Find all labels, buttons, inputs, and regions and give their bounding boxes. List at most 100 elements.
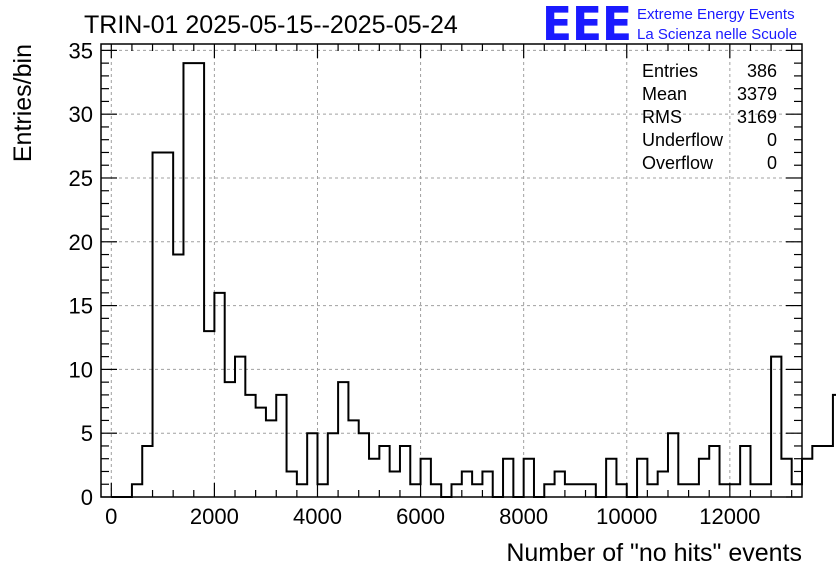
histogram-bin bbox=[792, 484, 802, 497]
y-tick-label: 5 bbox=[81, 421, 93, 446]
histogram-bin bbox=[183, 63, 193, 497]
stats-value: 3169 bbox=[737, 107, 777, 127]
histogram-bin bbox=[431, 484, 441, 497]
x-tick-label: 12000 bbox=[699, 504, 760, 529]
histogram-bin bbox=[606, 459, 616, 497]
histogram-bin bbox=[823, 446, 833, 497]
histogram-bin bbox=[225, 382, 235, 497]
histogram-bin bbox=[132, 484, 142, 497]
histogram-bin bbox=[348, 420, 358, 497]
histogram-bin bbox=[307, 433, 317, 497]
axis-ticks bbox=[101, 44, 802, 498]
y-tick-labels: 0 5 10 15 20 25 30 35 bbox=[69, 38, 93, 510]
histogram-bin bbox=[709, 446, 719, 497]
histogram-bin bbox=[297, 484, 307, 497]
histogram-bin bbox=[761, 484, 771, 497]
x-tick-label: 6000 bbox=[396, 504, 445, 529]
y-tick-label: 0 bbox=[81, 485, 93, 510]
histogram-bin bbox=[740, 446, 750, 497]
histogram-bin bbox=[204, 331, 214, 497]
histogram-bin bbox=[153, 152, 163, 497]
histogram-bin bbox=[245, 395, 255, 497]
grid-lines bbox=[101, 44, 802, 497]
histogram-bin bbox=[637, 459, 647, 497]
histogram-bin bbox=[142, 446, 152, 497]
histogram-bin bbox=[575, 484, 585, 497]
y-tick-label: 10 bbox=[69, 357, 93, 382]
y-tick-label: 30 bbox=[69, 102, 93, 127]
histogram-bin bbox=[658, 471, 668, 497]
histogram-bin bbox=[802, 459, 812, 497]
histogram-bin bbox=[647, 484, 657, 497]
x-tick-labels: 0 2000 4000 6000 8000 10000 12000 bbox=[105, 504, 760, 529]
chart-title: TRIN-01 2025-05-15--2025-05-24 bbox=[84, 11, 458, 39]
stats-box: Entries 386 Mean 3379 RMS 3169 Underflow 0 Overf… bbox=[642, 61, 777, 173]
x-tick-label: 2000 bbox=[190, 504, 239, 529]
histogram-bin bbox=[390, 471, 400, 497]
histogram-bin bbox=[586, 484, 596, 497]
histogram-bin bbox=[400, 446, 410, 497]
histogram-bin bbox=[276, 395, 286, 497]
histogram-outline bbox=[111, 62, 836, 498]
histogram-bin bbox=[462, 471, 472, 497]
histogram-bin bbox=[472, 484, 482, 497]
histogram-bin bbox=[544, 484, 554, 497]
histogram-bin bbox=[678, 484, 688, 497]
histogram-bin bbox=[256, 408, 266, 497]
y-tick-label: 25 bbox=[69, 166, 93, 191]
histogram-bin bbox=[812, 446, 822, 497]
histogram-bin bbox=[214, 293, 224, 497]
histogram-bin bbox=[421, 459, 431, 497]
histogram-bin bbox=[194, 63, 204, 497]
histogram-bin bbox=[781, 459, 791, 497]
stats-label: Underflow bbox=[642, 130, 724, 150]
histogram-bars bbox=[111, 62, 836, 498]
y-tick-label: 15 bbox=[69, 294, 93, 319]
histogram-bin bbox=[555, 471, 565, 497]
histogram-bin bbox=[689, 484, 699, 497]
histogram-bin bbox=[771, 357, 781, 497]
histogram-bin bbox=[369, 459, 379, 497]
histogram-bin bbox=[410, 484, 420, 497]
stats-label: RMS bbox=[642, 107, 682, 127]
histogram-bin bbox=[338, 382, 348, 497]
histogram-bin bbox=[359, 433, 369, 497]
histogram-bin bbox=[452, 484, 462, 497]
x-axis-title: Number of "no hits" events bbox=[506, 539, 802, 567]
histogram-bin bbox=[482, 471, 492, 497]
stats-label: Mean bbox=[642, 84, 687, 104]
y-tick-label: 35 bbox=[69, 38, 93, 63]
y-axis-title: Entries/bin bbox=[9, 44, 37, 162]
histogram-bin bbox=[503, 459, 513, 497]
histogram-bin bbox=[730, 484, 740, 497]
histogram-bin bbox=[565, 484, 575, 497]
histogram-bin bbox=[750, 484, 760, 497]
histogram-bin bbox=[668, 433, 678, 497]
histogram-bin bbox=[379, 446, 389, 497]
histogram-bin bbox=[524, 459, 534, 497]
histogram-bin bbox=[720, 484, 730, 497]
x-tick-label: 0 bbox=[105, 504, 117, 529]
x-tick-label: 10000 bbox=[596, 504, 657, 529]
stats-label: Overflow bbox=[642, 153, 714, 173]
histogram-bin bbox=[317, 484, 327, 497]
histogram-bin bbox=[328, 433, 338, 497]
stats-label: Entries bbox=[642, 61, 698, 81]
x-tick-label: 8000 bbox=[499, 504, 548, 529]
histogram-bin bbox=[699, 459, 709, 497]
y-tick-label: 20 bbox=[69, 230, 93, 255]
plot-frame bbox=[100, 43, 803, 498]
stats-value: 0 bbox=[767, 130, 777, 150]
eee-logo-line2: La Scienza nelle Scuole bbox=[637, 26, 797, 43]
histogram-bin bbox=[287, 471, 297, 497]
stats-value: 3379 bbox=[737, 84, 777, 104]
stats-value: 386 bbox=[747, 61, 777, 81]
histogram-bin bbox=[235, 357, 245, 497]
histogram-bin bbox=[266, 420, 276, 497]
eee-logo: EEE Extreme Energy Events La Scienza nel… bbox=[542, 0, 797, 51]
eee-logo-line1: Extreme Energy Events bbox=[637, 6, 795, 23]
eee-logo-mark: EEE bbox=[542, 0, 632, 51]
histogram-bin bbox=[163, 152, 173, 497]
histogram-bin bbox=[616, 484, 626, 497]
